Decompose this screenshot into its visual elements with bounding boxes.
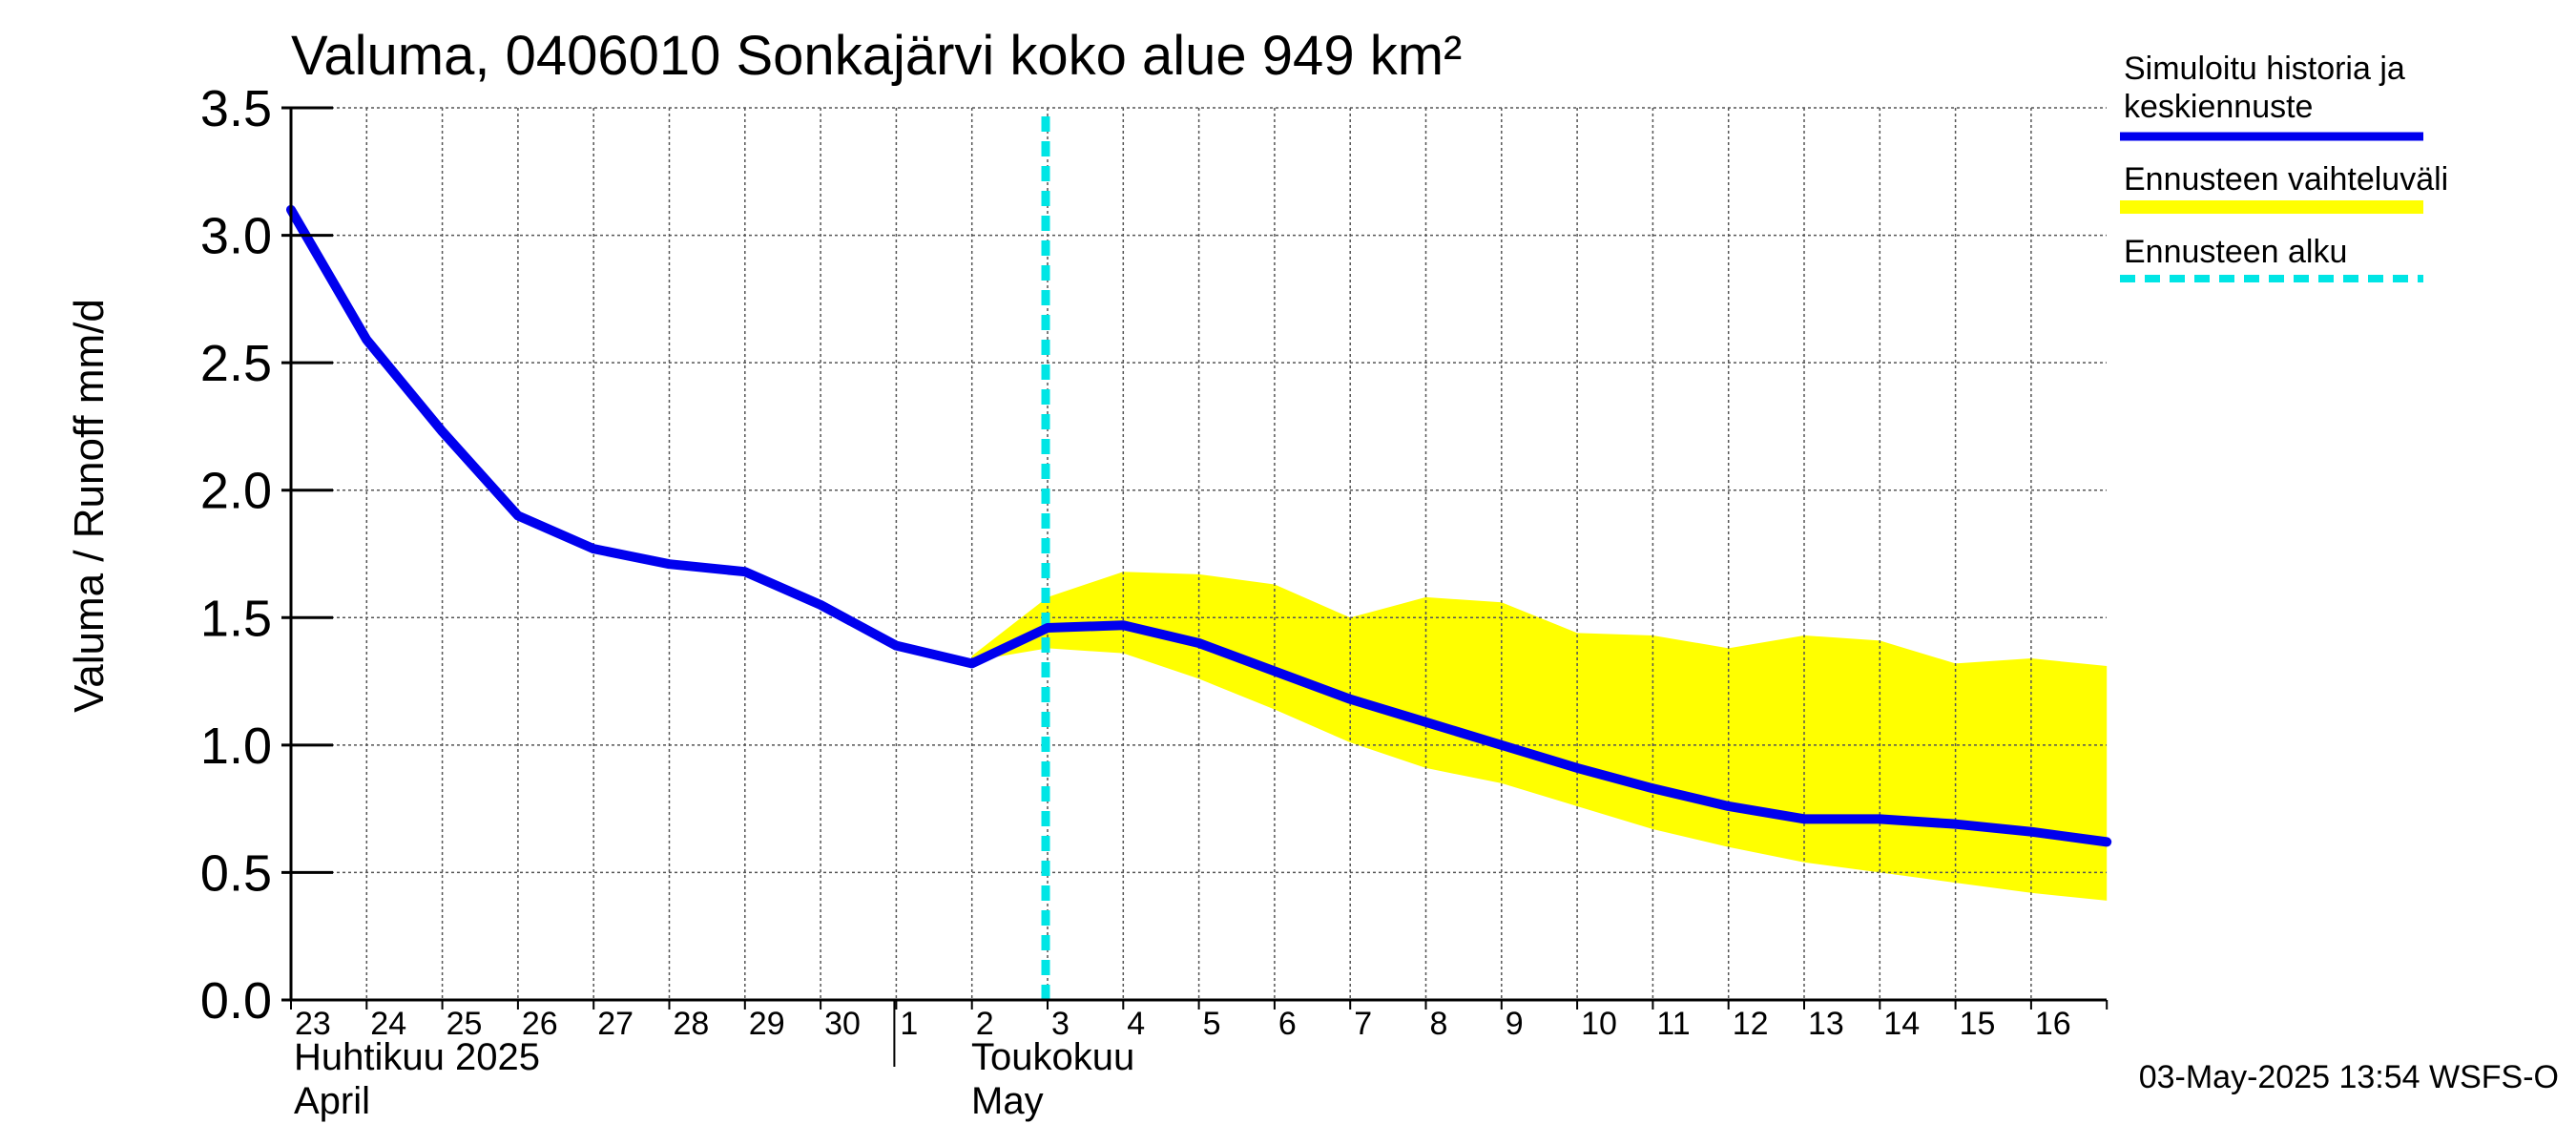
legend-label-mean-line2: keskiennuste <box>2124 89 2314 125</box>
forecast-range-band <box>971 572 2108 901</box>
x-tick-label: 25 <box>447 1006 483 1042</box>
x-tick-label: 26 <box>522 1006 558 1042</box>
chart-title: Valuma, 0406010 Sonkajärvi koko alue 949… <box>291 25 1463 87</box>
y-tick-label: 0.0 <box>200 972 272 1030</box>
y-tick-label: 3.5 <box>200 80 272 137</box>
y-tick-label: 3.0 <box>200 208 272 265</box>
timestamp: 03-May-2025 13:54 WSFS-O <box>2138 1059 2559 1095</box>
x-tick-label: 3 <box>1051 1006 1070 1042</box>
mean-line-layer <box>286 116 2112 1000</box>
month-label-may-en: May <box>971 1080 1044 1122</box>
tick-labels-layer: 0.00.51.01.52.02.53.03.523 24 25 26 27 28 29 30… <box>200 80 2071 1042</box>
legend-label-range: Ennusteen vaihteluväli <box>2124 161 2449 198</box>
month-label-april-fi: Huhtikuu 2025 <box>294 1036 540 1078</box>
month-label-may-fi: Toukokuu <box>971 1036 1135 1078</box>
x-tick-label: 4 <box>1127 1006 1145 1042</box>
y-tick-label: 2.0 <box>200 463 272 520</box>
x-tick-label: 14 <box>1883 1006 1920 1042</box>
legend-label-forecast-start: Ennusteen alku <box>2124 234 2348 270</box>
x-tick-label: 1 <box>900 1006 918 1042</box>
x-tick-label: 5 <box>1203 1006 1221 1042</box>
x-tick-label: 12 <box>1733 1006 1769 1042</box>
x-tick-label: 28 <box>674 1006 710 1042</box>
x-tick-label: 8 <box>1430 1006 1448 1042</box>
month-label-april-en: April <box>294 1080 371 1122</box>
y-axis-label: Valuma / Runoff mm/d <box>66 299 113 713</box>
x-tick-label: 10 <box>1581 1006 1617 1042</box>
x-tick-label: 2 <box>976 1006 994 1042</box>
mean-runoff-line <box>286 204 2112 847</box>
x-tick-label: 11 <box>1656 1006 1690 1042</box>
legend-label-mean-line1: Simuloitu historia ja <box>2124 51 2405 87</box>
forecast-range-band-layer <box>971 572 2108 901</box>
y-tick-label: 1.5 <box>200 590 272 647</box>
x-tick-label: 9 <box>1506 1006 1524 1042</box>
x-tick-label: 16 <box>2035 1006 2071 1042</box>
y-tick-label: 1.0 <box>200 718 272 775</box>
y-tick-label: 0.5 <box>200 844 272 902</box>
x-tick-label: 6 <box>1278 1006 1297 1042</box>
x-tick-label: 15 <box>1960 1006 1996 1042</box>
x-tick-label: 30 <box>824 1006 861 1042</box>
x-tick-label: 23 <box>295 1006 331 1042</box>
x-tick-label: 13 <box>1808 1006 1844 1042</box>
y-tick-label: 2.5 <box>200 335 272 392</box>
axes-layer <box>281 106 2109 1067</box>
legend-swatches-layer <box>2120 132 2423 282</box>
x-tick-label: 27 <box>597 1006 634 1042</box>
x-tick-label: 24 <box>370 1006 406 1042</box>
x-tick-label: 29 <box>749 1006 785 1042</box>
x-tick-label: 7 <box>1354 1006 1372 1042</box>
grid-layer <box>291 107 2107 1000</box>
